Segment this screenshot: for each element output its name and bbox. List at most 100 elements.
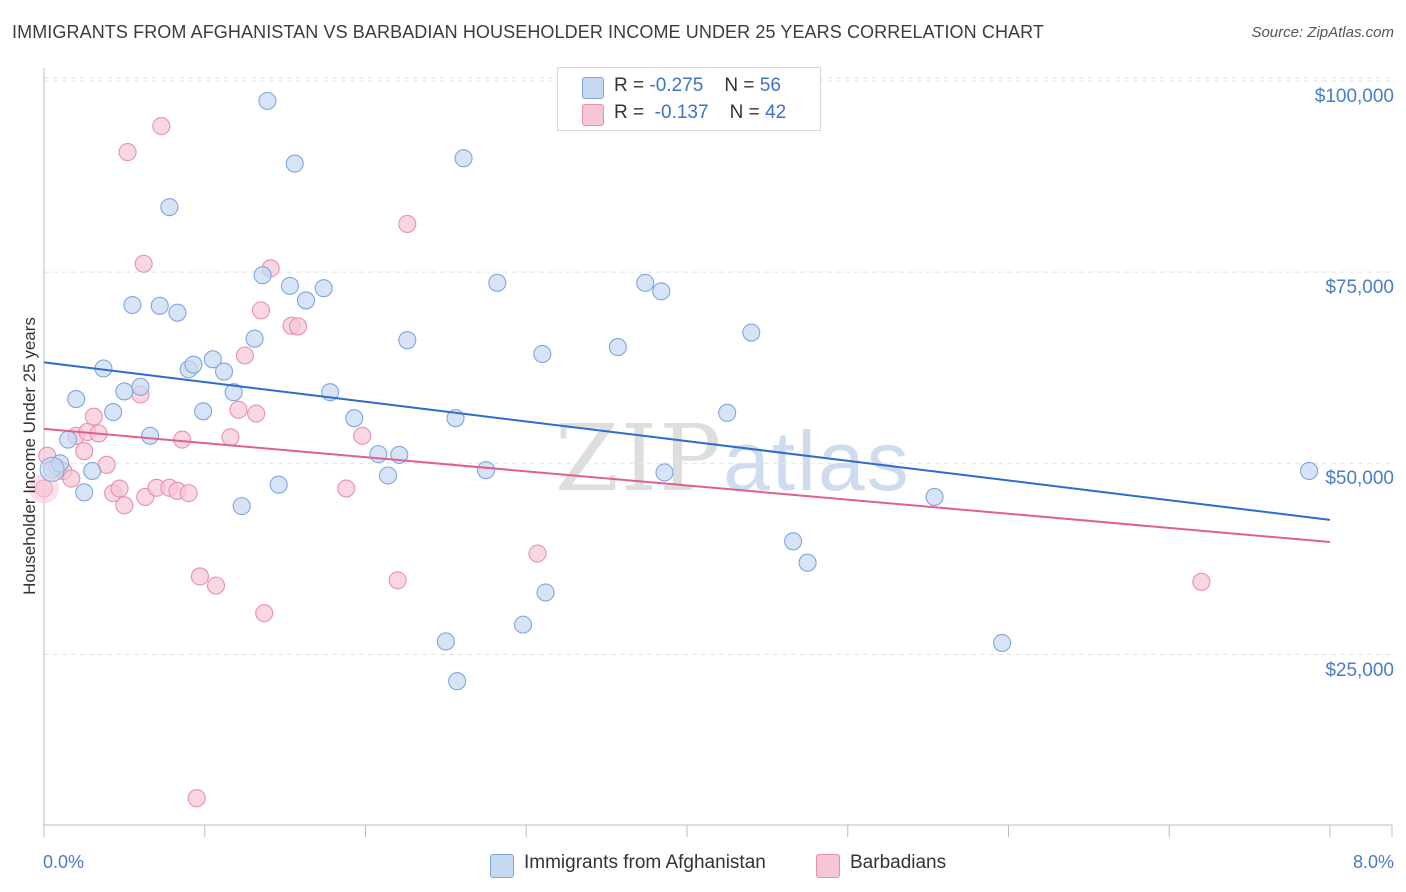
x-tick-label-max: 8.0% bbox=[1352, 852, 1394, 872]
afghanistan-point bbox=[224, 383, 243, 402]
afghanistan-point bbox=[513, 615, 533, 634]
y-tick-label: $25,000 bbox=[1325, 660, 1394, 681]
afghanistan-point bbox=[655, 463, 674, 482]
barbadians-point bbox=[221, 428, 240, 447]
afghanistan-point bbox=[115, 382, 134, 401]
afghanistan-point bbox=[214, 362, 234, 381]
afghanistan-point bbox=[104, 403, 123, 422]
afghanistan-point bbox=[636, 273, 655, 292]
legend-r-value: -0.137 bbox=[654, 102, 709, 123]
legend-swatch-pink bbox=[582, 104, 604, 126]
afghanistan-point bbox=[477, 461, 496, 480]
y-tick-label: $50,000 bbox=[1325, 468, 1394, 489]
correlation-legend: R = -0.275 N = 56 R = -0.137 N = 42 bbox=[557, 67, 821, 131]
bottom-legend-swatch-blue bbox=[490, 854, 514, 878]
y-tick-label: $75,000 bbox=[1325, 277, 1394, 298]
afghanistan-point bbox=[784, 532, 803, 551]
afghanistan-point bbox=[533, 344, 552, 364]
barbadians-point bbox=[190, 567, 209, 586]
legend-n-label: N = bbox=[729, 102, 760, 123]
afghanistan-point bbox=[652, 282, 671, 301]
afghanistan-point bbox=[398, 331, 417, 350]
barbadians-trend-line bbox=[43, 427, 1331, 544]
barbadians-point bbox=[152, 117, 171, 136]
barbadians-point bbox=[255, 604, 274, 623]
afghanistan-point bbox=[608, 338, 627, 357]
legend-r-label: R = bbox=[614, 102, 645, 123]
afghanistan-point bbox=[75, 483, 94, 502]
afghanistan-point bbox=[83, 461, 102, 480]
barbadians-point bbox=[337, 479, 356, 498]
afghanistan-point bbox=[369, 445, 388, 464]
barbadians-point bbox=[75, 442, 94, 461]
source-label: Source: ZipAtlas.com bbox=[1251, 24, 1394, 41]
afghanistan-point bbox=[993, 633, 1012, 653]
barbadians-point bbox=[115, 496, 134, 515]
afghanistan-point bbox=[269, 475, 288, 494]
afghanistan-point bbox=[150, 296, 169, 315]
barbadians-point bbox=[1192, 572, 1211, 591]
afghanistan-point bbox=[925, 487, 944, 506]
afghanistan-point bbox=[314, 279, 333, 298]
chart-title: IMMIGRANTS FROM AFGHANISTAN VS BARBADIAN… bbox=[12, 22, 1045, 42]
afghanistan-point bbox=[536, 583, 555, 602]
legend-r-label: R = bbox=[614, 75, 645, 96]
afghanistan-trend-line bbox=[43, 361, 1331, 521]
afghanistan-point bbox=[232, 497, 251, 516]
bottom-legend-label: Barbadians bbox=[850, 852, 947, 873]
afghanistan-point bbox=[168, 303, 187, 322]
barbadians-point bbox=[206, 576, 226, 595]
zipatlas-watermark: ZIPatlas bbox=[555, 405, 911, 512]
afghanistan-point bbox=[59, 430, 78, 449]
barbadians-point bbox=[398, 214, 417, 234]
barbadians-point bbox=[84, 407, 103, 426]
afghanistan-point bbox=[488, 273, 507, 292]
barbadians-point bbox=[118, 143, 137, 162]
barbadians-point bbox=[187, 789, 206, 808]
afghanistan-point bbox=[245, 329, 264, 348]
afghanistan-point bbox=[718, 403, 737, 422]
afghanistan-point bbox=[378, 466, 398, 485]
barbadians-point bbox=[229, 400, 248, 419]
barbadians-point bbox=[388, 571, 407, 590]
legend-r-value: -0.275 bbox=[649, 75, 704, 96]
legend-swatch-blue bbox=[582, 77, 604, 99]
barbadians-point bbox=[62, 469, 81, 488]
afghanistan-point bbox=[184, 355, 203, 374]
afghanistan-point bbox=[203, 350, 222, 369]
barbadians-point bbox=[134, 254, 153, 273]
afghanistan-point bbox=[280, 276, 299, 295]
afghanistan-point bbox=[285, 154, 304, 173]
afghanistan-point bbox=[67, 390, 86, 409]
y-tick-label: $100,000 bbox=[1314, 86, 1394, 107]
afghanistan-point bbox=[253, 266, 272, 285]
barbadians-point bbox=[528, 544, 547, 563]
barbadians-point bbox=[288, 317, 308, 336]
afghanistan-point bbox=[798, 553, 817, 572]
barbadians-point bbox=[235, 346, 254, 365]
barbadians-point bbox=[110, 479, 129, 498]
afghanistan-point bbox=[1300, 461, 1319, 480]
afghanistan-point bbox=[258, 91, 277, 110]
afghanistan-point bbox=[194, 402, 213, 421]
barbadians-point bbox=[251, 301, 271, 320]
afghanistan-point bbox=[742, 323, 761, 342]
legend-n-value: 42 bbox=[765, 102, 787, 123]
afghanistan-cluster-point bbox=[39, 456, 65, 482]
afghanistan-point bbox=[345, 409, 364, 428]
x-tick-label-min: 0.0% bbox=[43, 852, 85, 872]
barbadians-point bbox=[353, 426, 372, 445]
legend-n-value: 56 bbox=[759, 75, 781, 96]
watermark-zip: ZIP bbox=[555, 405, 724, 512]
barbadians-point bbox=[179, 484, 198, 503]
afghanistan-point bbox=[160, 198, 179, 217]
bottom-legend-swatch-pink bbox=[816, 854, 840, 878]
y-axis-label: Householder Income Under 25 years bbox=[20, 317, 39, 595]
afghanistan-point bbox=[123, 295, 142, 315]
barbadians-point bbox=[247, 404, 266, 423]
afghanistan-point bbox=[296, 291, 316, 310]
bottom-legend-label: Immigrants from Afghanistan bbox=[524, 852, 766, 873]
afghanistan-point bbox=[141, 426, 160, 445]
afghanistan-point bbox=[131, 377, 150, 396]
